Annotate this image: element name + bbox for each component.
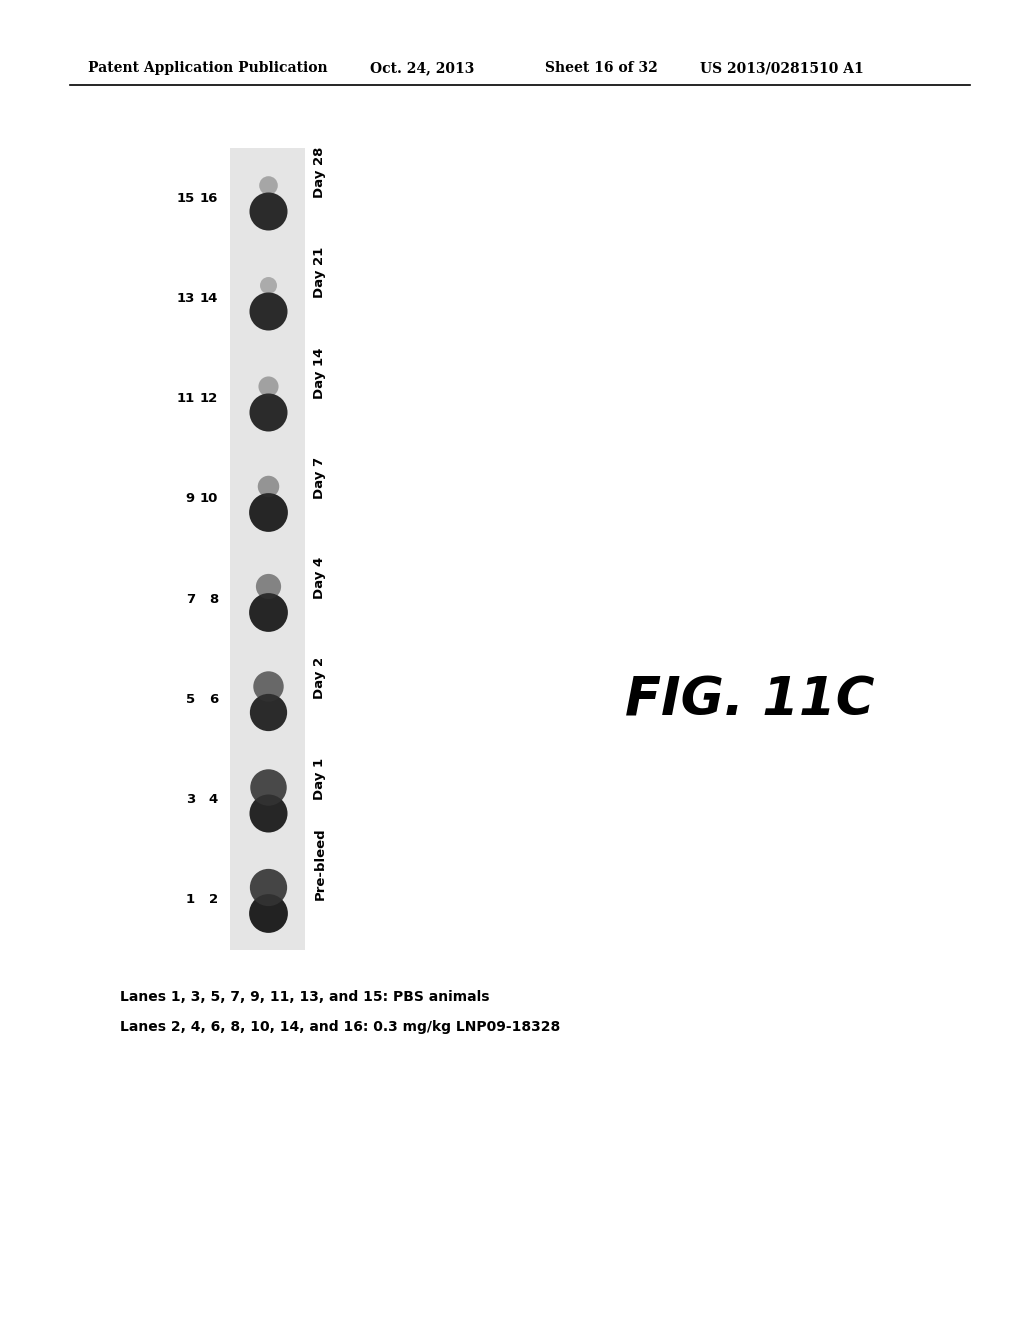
- Text: 11: 11: [177, 392, 195, 405]
- Text: Day 1: Day 1: [313, 758, 327, 800]
- Text: Day 14: Day 14: [313, 347, 327, 399]
- Point: [259, 174, 275, 195]
- Text: 2: 2: [209, 894, 218, 907]
- Text: Pre-bleed: Pre-bleed: [313, 828, 327, 900]
- Point: [259, 301, 275, 322]
- Text: Day 2: Day 2: [313, 657, 327, 700]
- Point: [259, 275, 275, 296]
- Text: 5: 5: [186, 693, 195, 706]
- Text: US 2013/0281510 A1: US 2013/0281510 A1: [700, 61, 864, 75]
- Text: 13: 13: [176, 292, 195, 305]
- Text: Lanes 2, 4, 6, 8, 10, 14, and 16: 0.3 mg/kg LNP09-18328: Lanes 2, 4, 6, 8, 10, 14, and 16: 0.3 mg…: [120, 1020, 560, 1034]
- Point: [259, 602, 275, 623]
- Text: Day 21: Day 21: [313, 247, 327, 298]
- Text: Day 28: Day 28: [313, 147, 327, 198]
- Text: 4: 4: [209, 793, 218, 807]
- Text: 9: 9: [186, 492, 195, 506]
- Text: 16: 16: [200, 191, 218, 205]
- Text: 8: 8: [209, 593, 218, 606]
- Text: Patent Application Publication: Patent Application Publication: [88, 61, 328, 75]
- Point: [259, 576, 275, 597]
- Text: Day 4: Day 4: [313, 557, 327, 599]
- Point: [259, 375, 275, 396]
- Text: Lanes 1, 3, 5, 7, 9, 11, 13, and 15: PBS animals: Lanes 1, 3, 5, 7, 9, 11, 13, and 15: PBS…: [120, 990, 489, 1005]
- Text: Sheet 16 of 32: Sheet 16 of 32: [545, 61, 657, 75]
- Text: 15: 15: [177, 191, 195, 205]
- Point: [259, 876, 275, 898]
- Text: FIG. 11C: FIG. 11C: [626, 675, 874, 726]
- Bar: [230, 148, 305, 950]
- Point: [259, 676, 275, 697]
- Point: [259, 201, 275, 222]
- Text: Day 7: Day 7: [313, 457, 327, 499]
- Text: 10: 10: [200, 492, 218, 506]
- Text: 14: 14: [200, 292, 218, 305]
- Point: [259, 776, 275, 797]
- Text: Oct. 24, 2013: Oct. 24, 2013: [370, 61, 474, 75]
- Text: 1: 1: [186, 894, 195, 907]
- Point: [259, 401, 275, 422]
- Point: [259, 475, 275, 496]
- Text: 7: 7: [186, 593, 195, 606]
- Text: 3: 3: [185, 793, 195, 807]
- Point: [259, 903, 275, 924]
- Text: 12: 12: [200, 392, 218, 405]
- Text: 6: 6: [209, 693, 218, 706]
- Point: [259, 702, 275, 723]
- Point: [259, 502, 275, 523]
- Point: [259, 803, 275, 824]
